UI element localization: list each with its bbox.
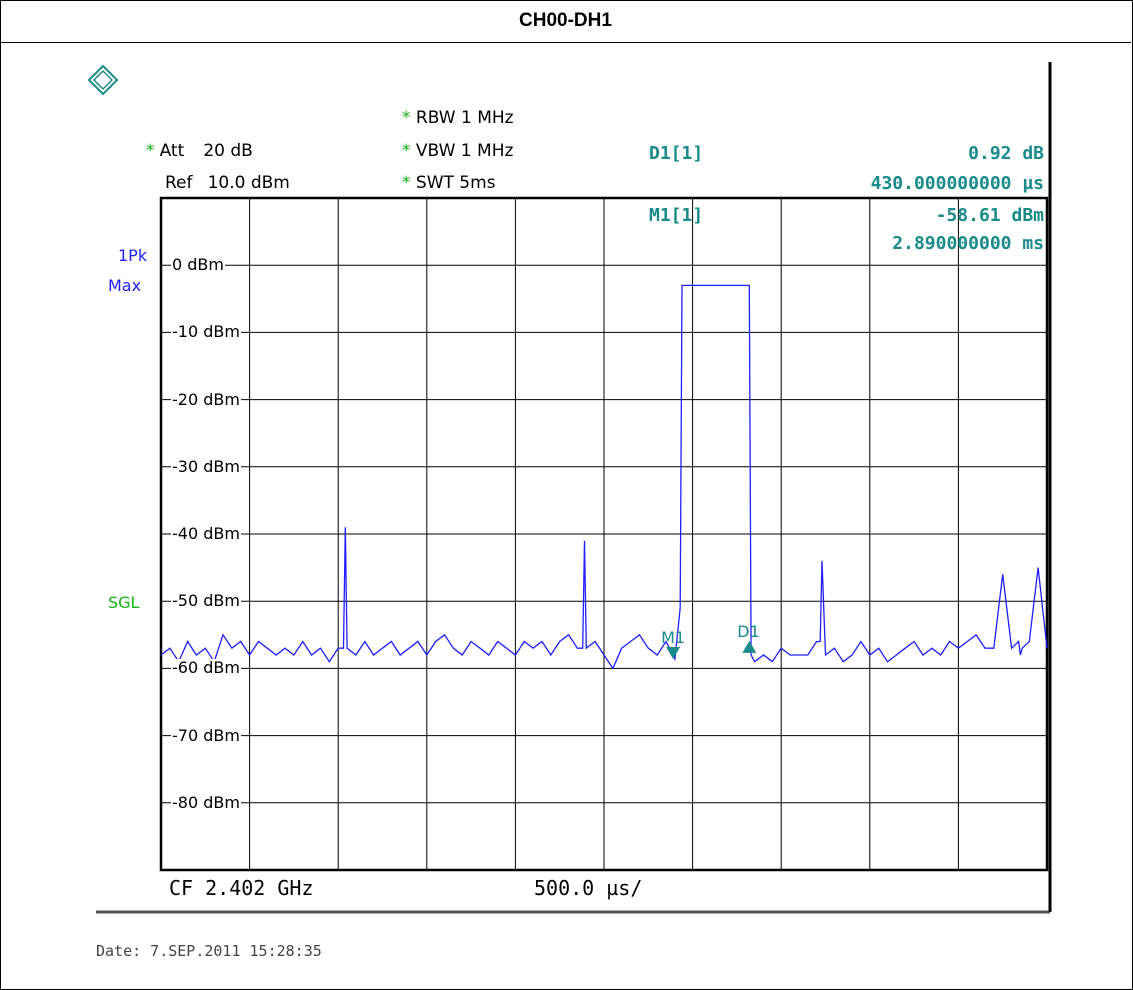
marker-d1-label: D1 [737, 622, 760, 641]
rohde-schwarz-logo [87, 64, 119, 96]
d1-time: 430.000000000 µs [870, 173, 1044, 194]
y-tick-label: 0 dBm [171, 255, 225, 275]
y-tick-label: -10 dBm [171, 322, 241, 342]
m1-value: -58.61 dBm [935, 205, 1044, 226]
marker-d1-symbol [742, 640, 757, 653]
markers: M1 D1 [661, 622, 760, 660]
vbw-setting: * VBW 1 MHz [402, 141, 514, 161]
rbw-setting: * RBW 1 MHz [402, 108, 514, 128]
sweep-mode-sgl: SGL [108, 593, 140, 612]
y-tick-label: -60 dBm [171, 658, 241, 678]
trace [160, 284, 1048, 670]
m1-time: 2.890000000 ms [892, 233, 1044, 254]
y-tick-label: -30 dBm [171, 456, 241, 476]
date-stamp: Date: 7.SEP.2011 15:28:35 [96, 942, 322, 960]
swt-setting: * SWT 5ms [402, 173, 496, 193]
m1-label: M1[1] [649, 205, 704, 226]
y-tick-label: -70 dBm [171, 725, 241, 745]
trace-line [160, 284, 1048, 670]
trace-mode-max: Max [108, 276, 142, 295]
marker-m1-label: M1 [661, 628, 685, 647]
trace-mode-1pk: 1Pk [118, 246, 148, 265]
center-frequency: CF 2.402 GHz [169, 876, 314, 900]
d1-value: 0.92 dB [968, 143, 1044, 164]
y-tick-label: -50 dBm [171, 591, 241, 611]
grid [161, 198, 1047, 870]
ref-setting: Ref 10.0 dBm [165, 173, 290, 193]
att-setting: * Att 20 dB [146, 141, 253, 161]
marker-m1-symbol [666, 647, 681, 660]
y-tick-label: -80 dBm [171, 792, 241, 812]
y-tick-label: -40 dBm [171, 524, 241, 543]
page-title: CH00-DH1 [0, 0, 1131, 43]
d1-label: D1[1] [649, 143, 704, 164]
y-tick-label: -20 dBm [171, 389, 241, 409]
time-per-division: 500.0 µs/ [534, 876, 643, 900]
